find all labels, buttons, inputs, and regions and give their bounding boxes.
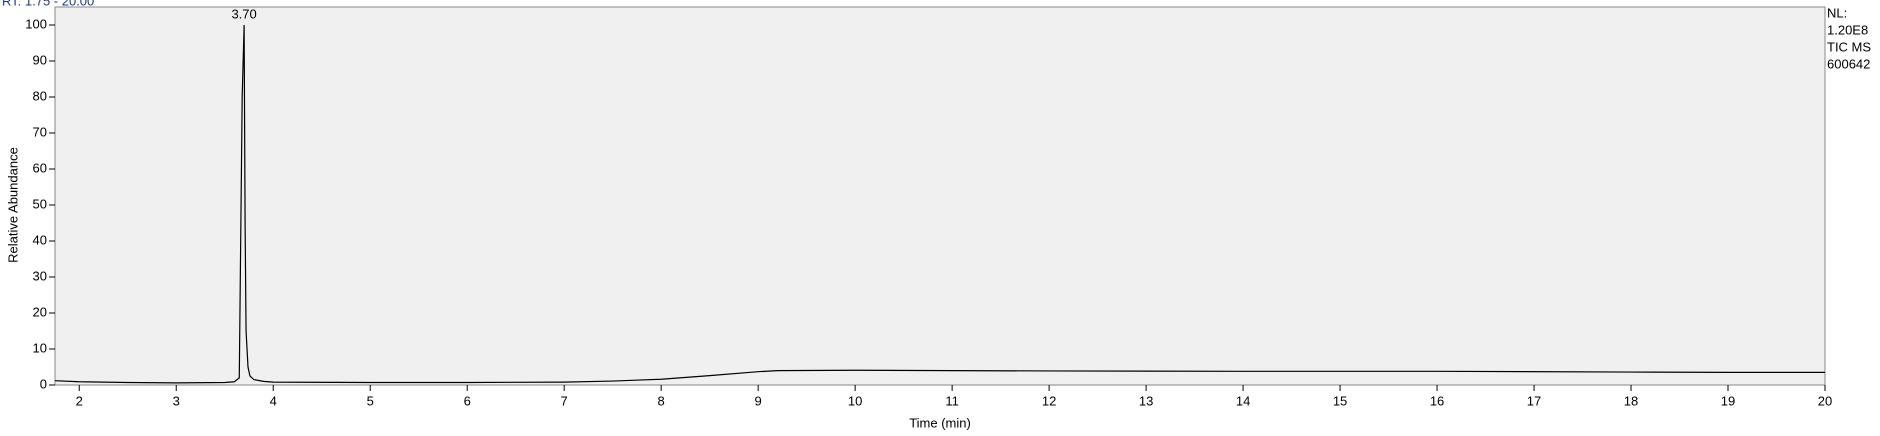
y-tick-label: 10	[33, 340, 47, 355]
trace	[54, 24, 1825, 384]
x-tick-label: 3	[173, 393, 180, 408]
x-tick-label: 17	[1527, 393, 1541, 408]
range-label: RT: 1.75 - 20.00	[2, 0, 94, 8]
y-tick-label: 90	[33, 52, 47, 67]
x-tick-label: 6	[464, 393, 471, 408]
x-tick-label: 11	[945, 393, 959, 408]
plot-area	[54, 6, 1826, 386]
x-tick-label: 7	[561, 393, 568, 408]
x-tick-label: 2	[76, 393, 83, 408]
x-tick-label: 20	[1818, 393, 1832, 408]
info-label: NL:	[1827, 5, 1847, 20]
y-tick-label: 100	[25, 16, 47, 31]
y-tick-label: 80	[33, 88, 47, 103]
y-tick-label: 0	[40, 376, 47, 391]
x-tick-label: 4	[270, 393, 277, 408]
peak-label: 3.70	[231, 6, 256, 21]
y-tick-label: 40	[33, 232, 47, 247]
x-tick-label: 8	[658, 393, 665, 408]
x-tick-label: 16	[1430, 393, 1444, 408]
x-axis-label: Time (min)	[909, 415, 971, 430]
x-tick-label: 19	[1721, 393, 1735, 408]
info-label: TIC MS	[1827, 39, 1871, 54]
y-tick-label: 50	[33, 196, 47, 211]
info-label: 600642	[1827, 56, 1870, 71]
x-tick-label: 12	[1042, 393, 1056, 408]
y-tick-label: 30	[33, 268, 47, 283]
info-label: 1.20E8	[1827, 22, 1868, 37]
y-tick-label: 70	[33, 124, 47, 139]
y-axis-label: Relative Abundance	[5, 147, 20, 263]
y-tick-label: 20	[33, 304, 47, 319]
x-tick-label: 15	[1333, 393, 1347, 408]
x-tick-label: 14	[1236, 393, 1250, 408]
x-tick-label: 18	[1624, 393, 1638, 408]
y-tick-label: 60	[33, 160, 47, 175]
x-tick-label: 13	[1139, 393, 1153, 408]
x-tick-label: 5	[367, 393, 374, 408]
x-tick-label: 10	[848, 393, 862, 408]
x-tick-label: 9	[755, 393, 762, 408]
